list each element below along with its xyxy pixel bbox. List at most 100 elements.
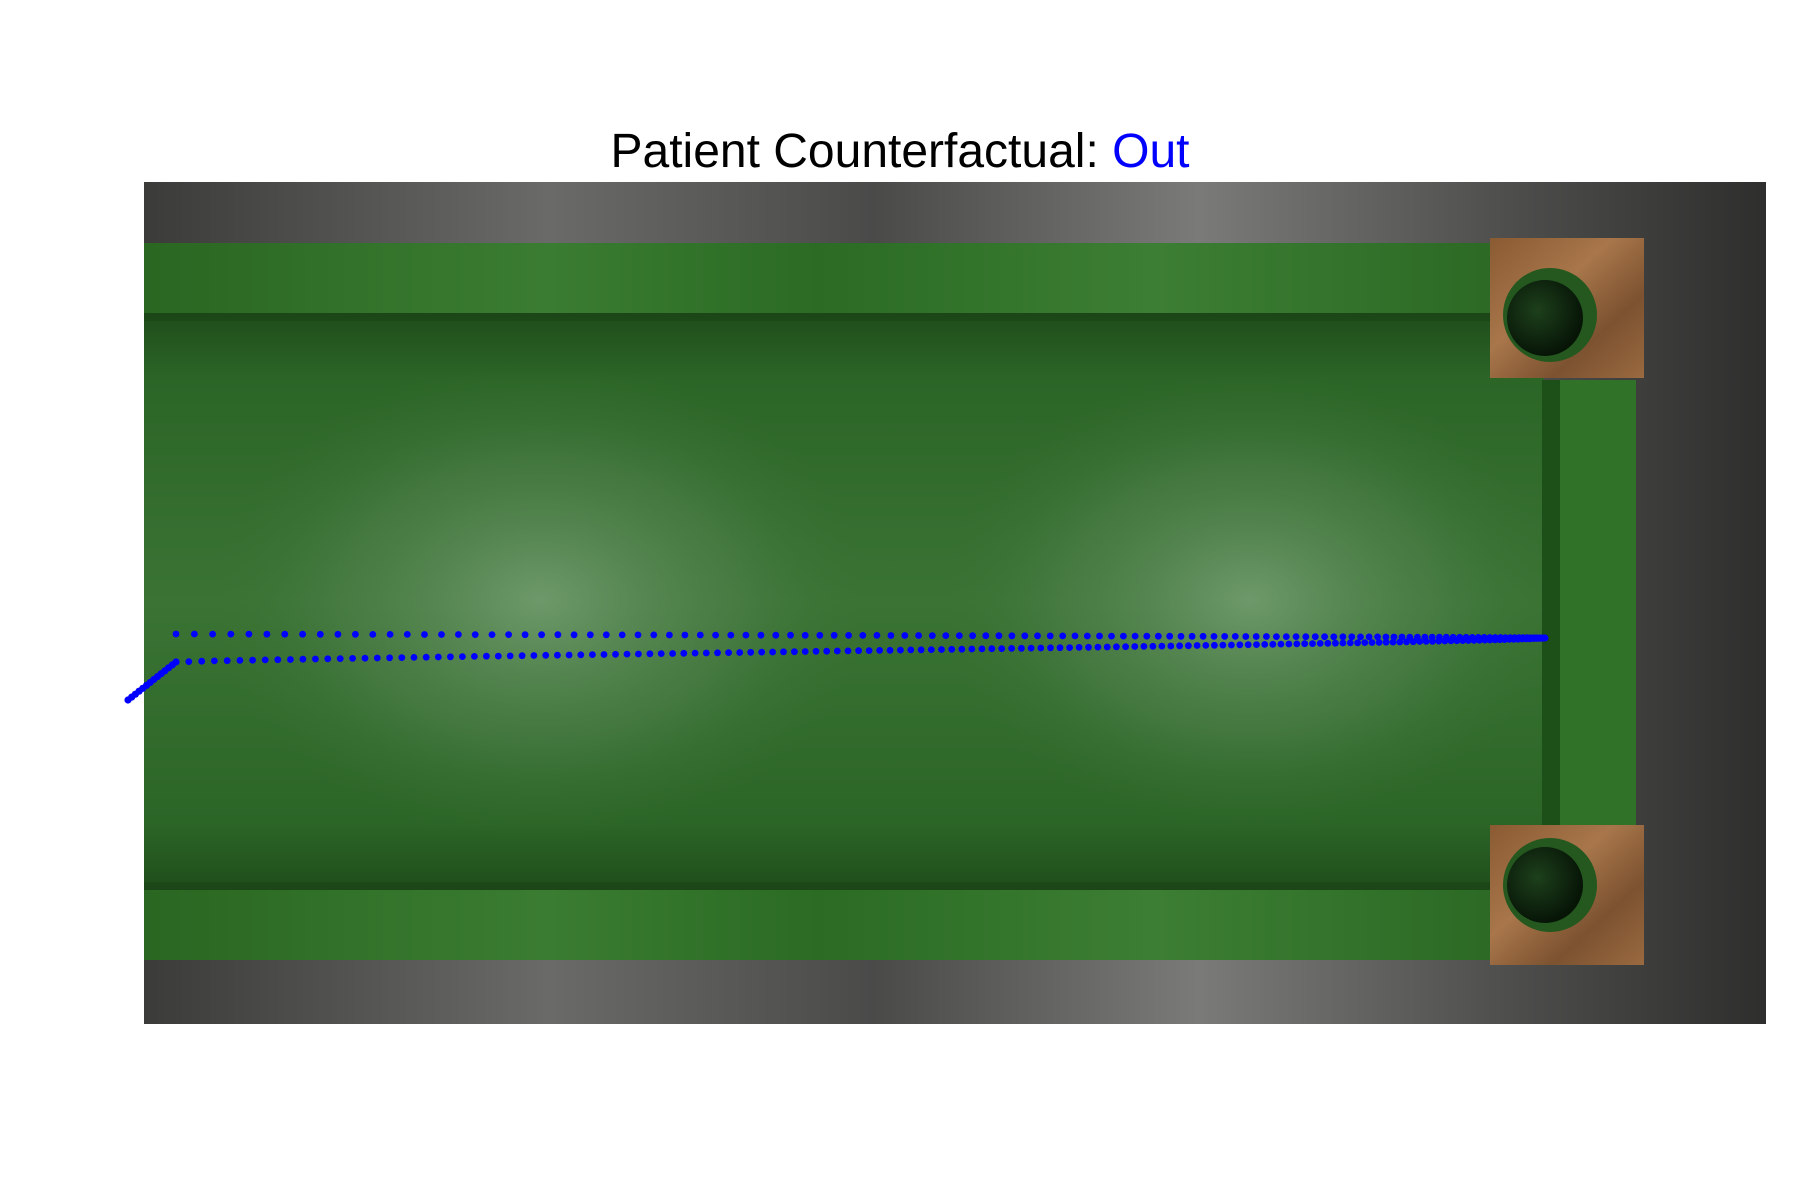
trajectory-point [1261,641,1269,648]
top-rail [144,243,1490,313]
trajectory-point [398,654,406,661]
trajectory-point [801,631,809,639]
trajectory-point [657,650,665,657]
trajectory-point [336,655,344,662]
trajectory-point [1277,640,1285,648]
felt-highlight-left [210,360,870,840]
trajectory-point [1435,637,1443,645]
trajectory-point [1541,634,1549,642]
trajectory-point [1285,640,1293,648]
trajectory-point [1409,638,1417,646]
trajectory-point [1034,632,1041,640]
trajectory-point [968,645,976,653]
trajectory-point [1365,633,1373,641]
top-right-pocket [1490,238,1644,378]
trajectory-point [1282,633,1290,640]
trajectory-point [281,630,289,638]
trajectory-point [1332,639,1339,647]
trajectory-point [988,645,996,653]
trajectory-point [542,651,550,659]
trajectory-point [245,630,253,638]
trajectory-point [727,631,735,639]
trajectory-point [1094,643,1102,651]
trajectory-point [1292,633,1300,640]
trajectory-point [1008,645,1015,652]
trajectory-point [1176,642,1183,650]
trajectory-point [312,655,319,663]
trajectory-point [421,631,428,638]
trajectory-point [1021,632,1029,640]
trajectory-point [505,631,512,638]
trajectory-point [554,651,561,659]
trajectory-point [702,649,710,657]
trajectory-point [816,631,824,639]
trajectory-point [887,632,895,639]
trajectory-point [1037,644,1045,652]
trajectory-point [471,653,478,660]
trajectory-point [236,657,244,664]
trajectory-point [1346,639,1354,647]
trajectory-point [570,631,578,639]
trajectory-point [1188,632,1196,640]
trajectory-point [1263,633,1270,640]
trajectory-point [324,655,332,663]
trajectory-point [1219,641,1227,649]
trajectory-point [316,630,324,638]
trajectory-point [438,631,445,638]
right-end-shadow [1542,380,1560,825]
trajectory-point [696,631,704,639]
trajectory-point [1321,633,1328,641]
trajectory-point [455,631,462,638]
trajectory-point [772,631,780,639]
trajectory-point [844,647,852,655]
trajectory-point [538,631,545,639]
trajectory-point [758,648,766,656]
trajectory-point [1375,639,1383,646]
trajectory-point [873,632,881,639]
trajectory-point [1470,636,1478,644]
trajectory-point [635,650,642,658]
trajectory-point [742,631,750,639]
trajectory-point [757,631,765,639]
trajectory-point [1253,641,1260,648]
trajectory-point [1242,633,1250,640]
trajectory-point [901,632,909,639]
trajectory-point [565,651,573,659]
trajectory-point [521,631,529,639]
trajectory-point [618,631,626,639]
trajectory-point [1269,640,1277,648]
trajectory-point [586,631,594,639]
trajectory-point [589,651,596,658]
trajectory-point [1330,633,1338,641]
trajectory-point [223,657,231,665]
trajectory-point [1316,640,1324,647]
trajectory-point [1311,633,1319,641]
trajectory-point [1231,633,1239,640]
trajectory-point [666,631,673,639]
trajectory-point [185,658,193,665]
trajectory-point [1071,632,1079,640]
trajectory-point [422,653,430,661]
trajectory-point [1122,643,1129,651]
trajectory-point [447,653,454,661]
trajectory-point [1441,637,1449,645]
trajectory-point [1158,642,1166,650]
felt-highlight-right [940,370,1560,830]
trajectory-point [897,646,904,654]
trajectory-point [1348,633,1356,641]
trajectory-point [1059,632,1067,640]
trajectory-point [1447,637,1455,645]
trajectory-point [1131,632,1139,640]
trajectory-point [917,646,925,654]
trajectory-point [1228,641,1235,649]
trajectory-point [1236,641,1244,649]
trajectory-point [1390,633,1398,641]
trajectory-point [958,645,966,653]
trajectory-point [352,630,359,638]
trajectory-point [938,646,945,653]
trajectory-point [554,631,562,639]
trajectory-point [650,631,658,639]
trajectory-point [172,630,180,638]
bottom-rail [144,890,1490,960]
trajectory-point [928,632,936,639]
